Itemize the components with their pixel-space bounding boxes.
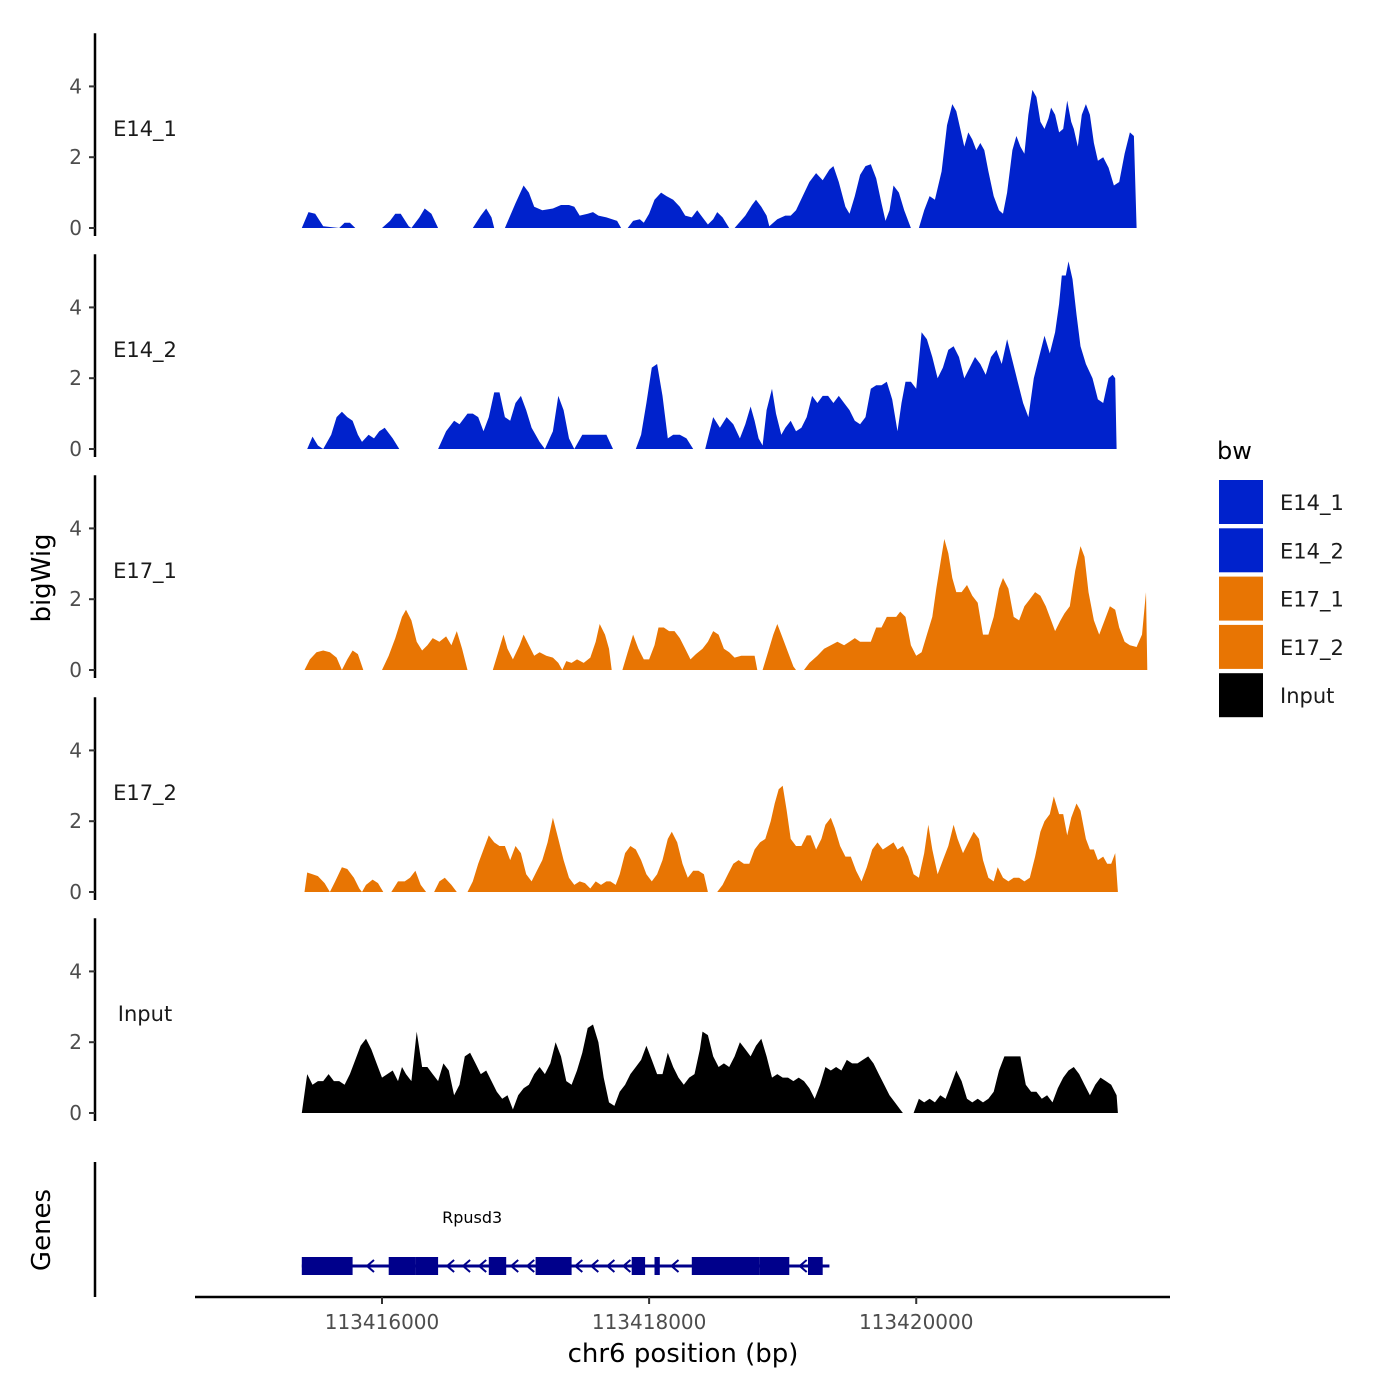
legend-swatch-e17_2 [1219, 624, 1263, 669]
legend-label-input: Input [1280, 684, 1334, 708]
track-e17_1: 0 2 4 E17_1 [69, 475, 1148, 682]
gene-exon [808, 1257, 823, 1275]
gene-exon [415, 1257, 439, 1275]
gene-exon [301, 1257, 353, 1275]
x-axis: 113416000 113418000 113420000 [195, 1295, 1170, 1334]
gene-exon [535, 1257, 553, 1275]
area-series-e17_1 [304, 539, 1148, 670]
strand-arrow [798, 1259, 808, 1273]
gene-exon [388, 1257, 416, 1275]
area-series-e17_2 [304, 785, 1118, 892]
area-series-e14_1 [301, 89, 1137, 229]
strand-arrow [365, 1259, 375, 1273]
genes-panel: Rpusd3 [93, 1162, 830, 1297]
x-axis-title: chr6 position (bp) [568, 1339, 799, 1369]
y-axis-title: bigWig [27, 533, 57, 622]
area-series-e14_2 [307, 261, 1117, 449]
strand-arrow [445, 1259, 455, 1273]
track-e17_2: 0 2 4 E17_2 [69, 697, 1118, 904]
strand-arrow [509, 1259, 519, 1273]
y-tick-label: 4 [69, 74, 82, 98]
track-label: E14_2 [113, 338, 177, 363]
legend-label-e17_2: E17_2 [1280, 636, 1344, 661]
legend-swatch-input [1219, 673, 1263, 718]
strand-arrow [669, 1259, 680, 1273]
track-label: E14_1 [113, 117, 177, 142]
bigwig-tracks: 0 2 4 E14_1 0 2 4 E14_2 0 2 4 E17_1 0 2 4 E17_2 0 2 4 Input [69, 33, 1148, 1125]
legend: bw E14_1 E14_2 E17_1 E17_2 Input [1217, 437, 1344, 718]
legend-swatch-e17_1 [1219, 576, 1263, 621]
y-tick-label: 4 [69, 959, 82, 983]
legend-label-e17_1: E17_1 [1280, 588, 1344, 613]
strand-arrow [461, 1259, 471, 1273]
y-tick-label: 4 [69, 295, 82, 319]
x-tick-label: 113416000 [325, 1310, 440, 1334]
gene-name-label: Rpusd3 [442, 1208, 502, 1227]
y-tick-label: 0 [69, 437, 82, 461]
legend-label-e14_2: E14_2 [1280, 539, 1344, 564]
genes-axis-title: Genes [27, 1189, 57, 1271]
legend-label-e14_1: E14_1 [1280, 491, 1344, 516]
legend-swatch-e14_2 [1219, 528, 1263, 573]
y-tick-label: 0 [69, 1101, 82, 1125]
y-tick-label: 4 [69, 516, 82, 540]
gene-exon [488, 1257, 507, 1275]
track-label: E17_2 [113, 781, 177, 806]
gene-exon [654, 1257, 660, 1275]
gene-exon [691, 1257, 760, 1275]
area-series-input [301, 1024, 1118, 1113]
strand-arrow [621, 1259, 632, 1273]
y-tick-label: 0 [69, 880, 82, 904]
y-tick-label: 0 [69, 658, 82, 682]
strand-arrow [573, 1259, 583, 1273]
strand-arrow [525, 1259, 535, 1273]
y-tick-label: 2 [69, 145, 82, 169]
track-label: E17_1 [113, 559, 177, 584]
y-tick-label: 2 [69, 366, 82, 390]
gene-exon [760, 1257, 780, 1275]
strand-arrow [589, 1259, 599, 1273]
track-label: Input [118, 1002, 172, 1026]
strand-arrow [605, 1259, 616, 1273]
y-tick-label: 2 [69, 809, 82, 833]
track-input: 0 2 4 Input [69, 918, 1118, 1125]
y-tick-label: 2 [69, 1030, 82, 1054]
x-tick-label: 113420000 [859, 1310, 974, 1334]
gene-exon [780, 1257, 790, 1275]
strand-arrow [477, 1259, 487, 1273]
legend-swatch-e14_1 [1219, 480, 1263, 524]
legend-title: bw [1217, 437, 1252, 465]
x-tick-label: 113418000 [592, 1310, 707, 1334]
y-tick-label: 4 [69, 738, 82, 762]
gene-exon [552, 1257, 572, 1275]
track-e14_1: 0 2 4 E14_1 [69, 33, 1137, 240]
track-e14_2: 0 2 4 E14_2 [69, 254, 1117, 461]
gene-exon [631, 1257, 646, 1275]
y-tick-label: 2 [69, 587, 82, 611]
y-tick-label: 0 [69, 216, 82, 240]
